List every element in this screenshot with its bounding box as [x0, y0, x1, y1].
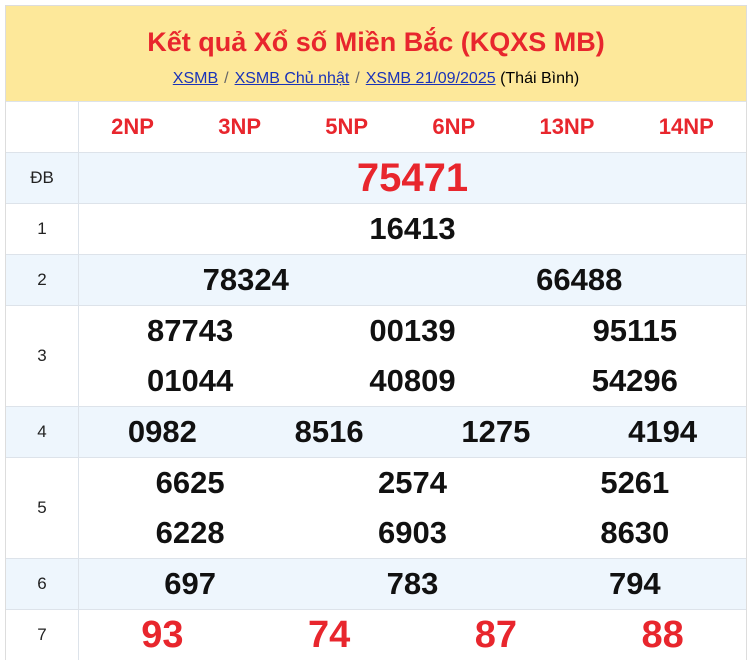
prize-number: 54296 [591, 363, 678, 398]
prize-number: 75471 [356, 155, 469, 200]
prize-number: 16413 [369, 211, 456, 246]
prize-number: 8630 [600, 515, 670, 550]
prize-label: 2 [6, 254, 79, 306]
prize-number: 6903 [378, 515, 447, 550]
prize-label: 6 [6, 558, 79, 610]
prize-label: 1 [6, 203, 79, 255]
breadcrumb-xsmb[interactable]: XSMB [172, 70, 219, 87]
code: 6NP [432, 114, 476, 139]
prize-row: 7 93 74 87 88 [6, 609, 746, 660]
prize-number: 4194 [628, 414, 698, 449]
prize-row: ĐB 75471 [6, 152, 746, 204]
prize-row: 1 16413 [6, 203, 746, 255]
prize-number: 00139 [369, 313, 456, 348]
prize-number: 87743 [147, 313, 234, 348]
code-list: 2NP 3NP 5NP 6NP 13NP 14NP [79, 114, 746, 140]
province: (Thái Bình) [500, 70, 580, 87]
prize-number: 783 [386, 566, 439, 601]
results-table: 2NP 3NP 5NP 6NP 13NP 14NP ĐB 75471 1 16413 2 78324… [6, 101, 746, 660]
prize-number: 5261 [600, 465, 670, 500]
prize-label: 5 [6, 457, 79, 559]
prize-number: 01044 [147, 363, 234, 398]
breadcrumb-sunday[interactable]: XSMB Chủ nhật [234, 70, 350, 87]
prize-label: ĐB [6, 152, 79, 204]
prize-row: 6 697 783 794 [6, 558, 746, 610]
code: 5NP [325, 114, 369, 139]
code: 2NP [111, 114, 154, 139]
page-title: Kết quả Xổ số Miền Bắc (KQXS MB) [147, 27, 605, 57]
prize-number: 6228 [155, 515, 225, 550]
prize-number: 2574 [378, 465, 447, 500]
prize-number: 6625 [155, 465, 225, 500]
prize-number: 40809 [369, 363, 456, 398]
prize-row: 2 78324 66488 [6, 254, 746, 306]
results-panel: Kết quả Xổ số Miền Bắc (KQXS MB) XSMB / XS… [5, 5, 747, 660]
prize-label: 7 [6, 609, 79, 660]
prize-row: 5 6625 2574 5261 6228 6903 8630 [6, 457, 746, 559]
prize-number: 66488 [536, 262, 623, 297]
prize-number: 74 [307, 613, 351, 656]
breadcrumb-date[interactable]: XSMB 21/09/2025 [365, 70, 496, 87]
header: Kết quả Xổ số Miền Bắc (KQXS MB) XSMB / XS… [6, 6, 746, 101]
prize-number: 87 [474, 613, 518, 656]
prize-label: 4 [6, 406, 79, 458]
prize-number: 0982 [127, 414, 197, 449]
breadcrumb: XSMB / XSMB Chủ nhật / XSMB 21/09/2025 (Thái… [172, 70, 580, 87]
code: 13NP [539, 114, 595, 139]
prize-label: 3 [6, 305, 79, 407]
prize-number: 1275 [461, 414, 531, 449]
prize-row: 4 0982 8516 1275 4194 [6, 406, 746, 458]
prize-number: 794 [608, 566, 661, 601]
code: 3NP [218, 114, 262, 139]
prize-number: 95115 [592, 313, 678, 348]
prize-number: 93 [141, 613, 184, 656]
prize-row: 3 87743 00139 95115 01044 40809 54296 [6, 305, 746, 407]
code: 14NP [658, 114, 714, 139]
prize-number: 78324 [202, 262, 289, 297]
prize-number: 697 [164, 566, 217, 601]
prize-number: 8516 [294, 414, 364, 449]
prize-number: 88 [641, 613, 684, 656]
